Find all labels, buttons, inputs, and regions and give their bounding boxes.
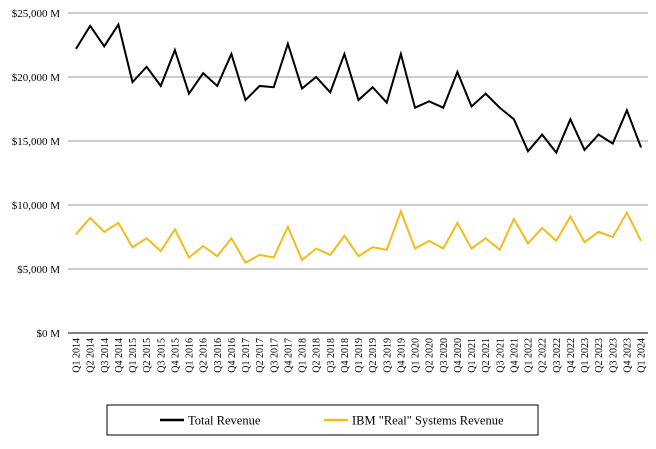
x-tick-label: Q3 2016 xyxy=(213,338,224,373)
x-tick-label: Q2 2018 xyxy=(312,338,323,373)
x-tick-label: Q4 2015 xyxy=(170,338,181,373)
x-tick-label: Q4 2023 xyxy=(622,338,633,373)
series-line-systems-revenue xyxy=(75,208,642,264)
x-tick-label: Q3 2019 xyxy=(382,338,393,373)
x-tick-label: Q2 2022 xyxy=(538,338,549,373)
y-tick-label: $20,000 M xyxy=(12,72,61,84)
x-tick-label: Q2 2017 xyxy=(255,338,266,373)
x-tick-label: Q1 2021 xyxy=(467,338,478,373)
legend-label-systems-revenue: IBM "Real" Systems Revenue xyxy=(352,414,504,428)
x-tick-label: Q1 2022 xyxy=(524,338,535,373)
x-tick-label: Q3 2020 xyxy=(439,338,450,373)
x-tick-label: Q2 2015 xyxy=(142,338,153,373)
x-tick-label: Q4 2017 xyxy=(283,338,294,373)
legend: Total Revenue IBM "Real" Systems Revenue xyxy=(106,404,539,436)
x-tick-label: Q2 2016 xyxy=(199,338,210,373)
x-tick-label: Q2 2019 xyxy=(368,338,379,373)
x-tick-label: Q3 2022 xyxy=(552,338,563,373)
x-tick-label: Q2 2020 xyxy=(425,338,436,373)
x-tick-label: Q4 2021 xyxy=(509,338,520,373)
x-tick-label: Q2 2023 xyxy=(594,338,605,373)
y-tick-label: $15,000 M xyxy=(12,136,61,148)
x-tick-label: Q1 2020 xyxy=(411,338,422,373)
x-tick-label: Q1 2014 xyxy=(72,338,83,373)
legend-label-total-revenue: Total Revenue xyxy=(188,414,261,428)
y-tick-label: $25,000 M xyxy=(12,8,61,20)
x-tick-label: Q3 2017 xyxy=(269,338,280,373)
x-tick-label: Q4 2014 xyxy=(114,338,125,373)
y-axis-tick-labels: $0 M $5,000 M $10,000 M $15,000 M $20,000 M $… xyxy=(12,8,61,340)
x-tick-label: Q4 2020 xyxy=(453,338,464,373)
x-tick-label: Q3 2021 xyxy=(495,338,506,373)
series-line-total-revenue xyxy=(75,22,642,155)
x-axis-tick-labels: Q1 2014 Q2 2014 Q3 2014 Q4 2014 Q1 2015 Q2 20… xyxy=(72,338,648,373)
x-tick-label: Q1 2015 xyxy=(128,338,139,373)
y-tick-label: $10,000 M xyxy=(12,200,61,212)
x-tick-label: Q3 2014 xyxy=(100,338,111,373)
x-tick-label: Q1 2023 xyxy=(580,338,591,373)
x-tick-label: Q2 2014 xyxy=(86,338,97,373)
x-tick-label: Q2 2021 xyxy=(481,338,492,373)
x-tick-label: Q4 2018 xyxy=(340,338,351,373)
x-tick-label: Q4 2022 xyxy=(566,338,577,373)
x-tick-label: Q1 2018 xyxy=(298,338,309,373)
y-tick-label: $5,000 M xyxy=(17,264,60,276)
x-tick-label: Q3 2023 xyxy=(608,338,619,373)
x-tick-label: Q4 2016 xyxy=(227,338,238,373)
x-tick-label: Q3 2015 xyxy=(156,338,167,373)
x-tick-label: Q1 2019 xyxy=(354,338,365,373)
series-lines xyxy=(75,22,642,264)
x-tick-label: Q1 2017 xyxy=(241,338,252,373)
x-tick-label: Q4 2019 xyxy=(396,338,407,373)
x-tick-label: Q1 2016 xyxy=(185,338,196,373)
x-tick-label: Q3 2018 xyxy=(326,338,337,373)
x-tick-label: Q1 2024 xyxy=(637,338,648,373)
y-tick-label: $0 M xyxy=(36,328,60,340)
